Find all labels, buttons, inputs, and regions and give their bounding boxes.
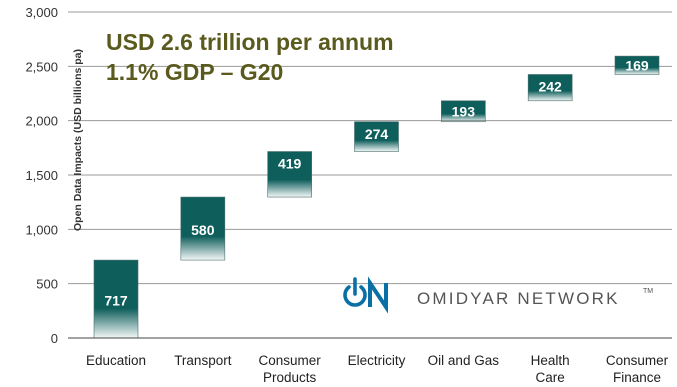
x-category-label: Health Care (531, 353, 570, 385)
bar-value-label: 242 (538, 78, 562, 94)
omidyar-network-logo: OMIDYAR NETWORK TM (343, 276, 653, 314)
bar-value-label: 580 (191, 222, 215, 238)
x-axis-labels: Education Transport Consumer Products Electr… (86, 353, 669, 385)
bar (441, 100, 486, 123)
bar-group: 274 (354, 121, 399, 152)
bar-group: 169 (614, 55, 660, 75)
bar (267, 151, 312, 198)
bar-group: 580 (180, 196, 226, 261)
bars: 717 580 419 274 193 242 169 (93, 55, 660, 339)
bar-value-label: 274 (365, 126, 389, 142)
bar (527, 74, 573, 102)
y-tick-label: 3,000 (25, 5, 58, 20)
x-category-label: Education (86, 353, 146, 368)
logo-tm: TM (643, 288, 653, 295)
x-category-label: Electricity (348, 353, 406, 368)
bar-value-label: 419 (278, 156, 302, 172)
bar-group: 193 (441, 100, 486, 123)
y-axis-label: Open Data Impacts (USD billions pa) (72, 49, 84, 231)
power-icon (343, 285, 367, 307)
y-axis-ticks: 0 500 1,000 1,500 2,000 2,500 3,000 (25, 5, 58, 346)
x-category-label: Consumer Products (259, 353, 322, 385)
gridlines (68, 11, 672, 285)
bar-group: 717 (93, 259, 139, 339)
y-tick-label: 1,500 (25, 168, 58, 183)
y-tick-label: 2,500 (25, 59, 58, 74)
x-category-label: Consumer Finance (606, 353, 669, 385)
logo-wordmark: OMIDYAR NETWORK (417, 289, 620, 308)
bar-group: 242 (527, 74, 573, 102)
x-category-label: Oil and Gas (428, 353, 500, 368)
y-tick-label: 2,000 (25, 114, 58, 129)
on-logo-mark (343, 276, 388, 314)
headline-annotation-1: USD 2.6 trillion per annum (106, 29, 394, 55)
y-tick-label: 500 (36, 277, 58, 292)
y-tick-label: 1,000 (25, 222, 58, 237)
x-category-label: Transport (174, 353, 232, 368)
bar-value-label: 193 (452, 103, 476, 119)
bar-value-label: 169 (625, 57, 649, 73)
y-tick-label: 0 (51, 331, 58, 346)
bar (354, 121, 399, 152)
headline-annotation-2: 1.1% GDP – G20 (106, 59, 283, 85)
n-letter-mark (368, 276, 388, 314)
bar-group: 419 (267, 151, 312, 198)
bar-value-label: 717 (104, 293, 128, 309)
bar (614, 55, 660, 75)
bar (180, 196, 226, 261)
